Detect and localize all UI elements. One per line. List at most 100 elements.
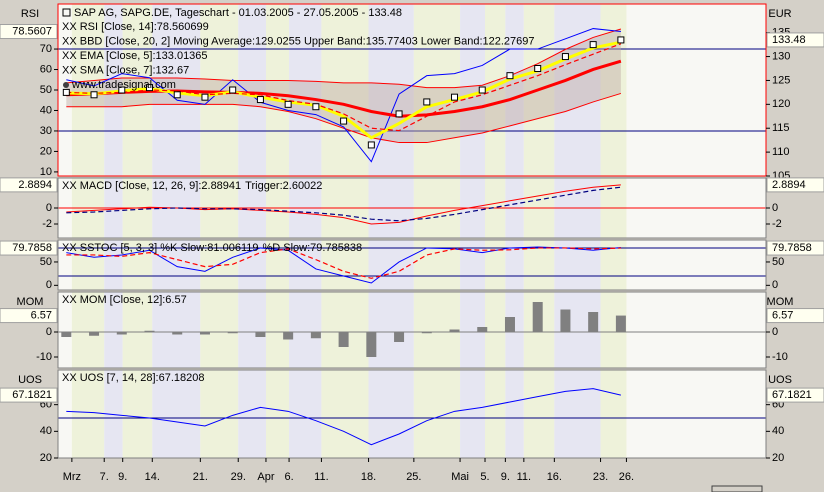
price-marker <box>561 53 569 61</box>
legend-entry: XX RSI [Close, 14]:78.560699 <box>62 21 209 33</box>
y-tick-label: 40 <box>40 104 52 116</box>
week-stripe <box>413 4 461 176</box>
price-marker <box>118 86 126 94</box>
week-stripe <box>71 292 105 368</box>
y-axis-title: RSI <box>21 8 39 20</box>
week-stripe <box>368 370 414 458</box>
price-marker <box>367 141 375 149</box>
panel <box>58 370 766 458</box>
indicator-line <box>66 184 621 225</box>
y-axis-title: UOS <box>18 374 42 386</box>
week-stripe <box>238 292 266 368</box>
week-stripe <box>71 4 105 176</box>
x-tick-label: 14. <box>145 471 160 483</box>
momentum-bar <box>532 302 543 332</box>
y-tick-label: 125 <box>772 74 790 86</box>
momentum-bar <box>255 332 266 337</box>
momentum-bar <box>477 327 488 332</box>
current-value-label: 79.7858 <box>12 242 52 254</box>
momentum-bar <box>394 332 405 342</box>
week-stripe <box>554 4 601 176</box>
price-marker <box>423 98 431 106</box>
momentum-bar <box>172 332 183 335</box>
price-marker <box>173 91 181 99</box>
week-stripe <box>554 370 601 458</box>
indicator-line <box>66 28 621 163</box>
week-stripe <box>265 4 290 176</box>
week-stripe <box>265 370 290 458</box>
week-stripe <box>505 240 524 290</box>
momentum-bar <box>338 332 349 347</box>
current-value-label: 6.57 <box>772 309 793 321</box>
indicator-line <box>66 186 621 222</box>
price-marker <box>201 93 209 101</box>
current-value-box <box>0 240 58 256</box>
title-icon <box>62 8 71 17</box>
price-marker <box>146 84 154 92</box>
source-icon <box>63 82 69 88</box>
legend-entry: XX SMA [Close, 7]:132.67 <box>62 64 189 76</box>
week-stripe <box>152 292 201 368</box>
price-marker <box>340 117 348 125</box>
price-marker <box>478 86 486 94</box>
price-marker <box>589 41 597 49</box>
week-stripe <box>104 240 123 290</box>
week-stripe <box>200 370 239 458</box>
current-value-box <box>766 240 824 256</box>
y-tick-label: -2 <box>42 218 52 230</box>
week-stripe <box>600 370 627 458</box>
current-value-label: 79.7858 <box>772 242 812 254</box>
source-label: www.tradesignal.com <box>71 79 176 91</box>
week-stripe <box>238 4 266 176</box>
current-value-box <box>0 308 58 324</box>
y-axis-title: MOM <box>767 296 794 308</box>
y-tick-label: -2 <box>772 218 782 230</box>
legend-entry: XX EMA [Close, 5]:133.01365 <box>62 50 208 62</box>
current-value-label: 133.48 <box>772 34 806 46</box>
y-tick-label: 70 <box>40 43 52 55</box>
current-value-label: 78.5607 <box>12 25 52 37</box>
y-tick-label: 60 <box>40 63 52 75</box>
week-stripe <box>238 370 266 458</box>
current-value-label: 6.57 <box>31 309 52 321</box>
price-marker <box>90 91 98 99</box>
current-value-box <box>766 387 824 403</box>
y-tick-label: 20 <box>772 452 784 464</box>
indicator-line <box>66 388 622 446</box>
price-marker <box>534 65 542 72</box>
week-stripe <box>289 370 322 458</box>
week-stripe <box>321 292 369 368</box>
scrollbar[interactable] <box>711 485 763 492</box>
current-value-label: 67.1821 <box>772 389 812 401</box>
y-tick-label: 40 <box>40 425 52 437</box>
x-tick-label: 7. <box>100 471 109 483</box>
y-tick-label: 30 <box>40 125 52 137</box>
week-stripe <box>104 4 123 176</box>
legend-entry: XX MACD [Close, 12, 26, 9]:2.88941 <box>62 180 241 192</box>
momentum-bar <box>588 312 599 332</box>
legend-entry: XX SSTOC [5, 3, 3] %K Slow:81.006119 <box>62 242 258 254</box>
momentum-bar <box>89 332 100 336</box>
price-marker <box>451 93 459 101</box>
x-tick-label: 9. <box>501 471 510 483</box>
x-tick-label: 21. <box>193 471 208 483</box>
price-marker <box>229 86 237 94</box>
momentum-bar <box>227 332 238 334</box>
chart-title: SAP AG, SAPG.DE, Tageschart - 01.03.2005… <box>74 7 402 19</box>
legend-entry: XX UOS [7, 14, 28]:67.18208 <box>62 372 204 384</box>
momentum-bar <box>116 332 127 335</box>
y-tick-label: 50 <box>772 256 784 268</box>
x-tick-label: 25. <box>406 471 421 483</box>
indicator-line <box>66 246 621 284</box>
week-stripe <box>460 370 486 458</box>
momentum-bar <box>199 332 210 335</box>
week-stripe <box>104 292 123 368</box>
x-tick-label: 11. <box>517 471 531 483</box>
y-tick-label: 0 <box>772 279 778 291</box>
price-marker <box>617 36 625 44</box>
x-tick-label: 9. <box>118 471 127 483</box>
current-value-label: 2.8894 <box>772 179 806 191</box>
lower-band <box>66 92 622 144</box>
x-tick-label: 6. <box>284 471 293 483</box>
